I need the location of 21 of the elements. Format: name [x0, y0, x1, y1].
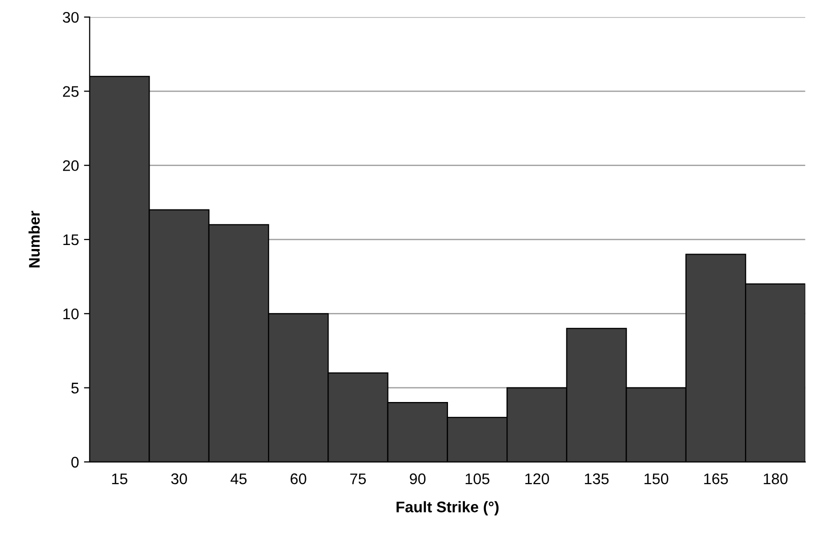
x-tick-label: 75 [350, 474, 366, 484]
y-tick-label: 30 [62, 12, 79, 23]
x-axis-title: Fault Strike (°) [396, 501, 499, 516]
x-tick-label: 180 [764, 473, 788, 484]
x-tick-label: 150 [644, 473, 668, 484]
x-tick-label: 165 [704, 473, 728, 484]
x-tick-label: 120 [525, 473, 550, 484]
y-tick-label: 25 [63, 86, 79, 97]
x-tick-label: 60 [290, 473, 306, 484]
x-tick-label: 105 [466, 473, 490, 484]
y-tick-label: 10 [63, 308, 79, 320]
y-tick-label: 20 [63, 160, 79, 172]
x-tick-label: 15 [112, 474, 128, 484]
y-tick-label: 5 [71, 382, 79, 394]
y-tick-label: 0 [71, 456, 79, 468]
y-tick-label: 15 [63, 234, 79, 246]
x-tick-label: 30 [171, 473, 187, 484]
x-tick-label: 45 [230, 474, 247, 484]
y-axis-title: Number [28, 210, 40, 268]
x-tick-label: 135 [584, 473, 609, 484]
x-tick-label: 90 [410, 473, 426, 484]
